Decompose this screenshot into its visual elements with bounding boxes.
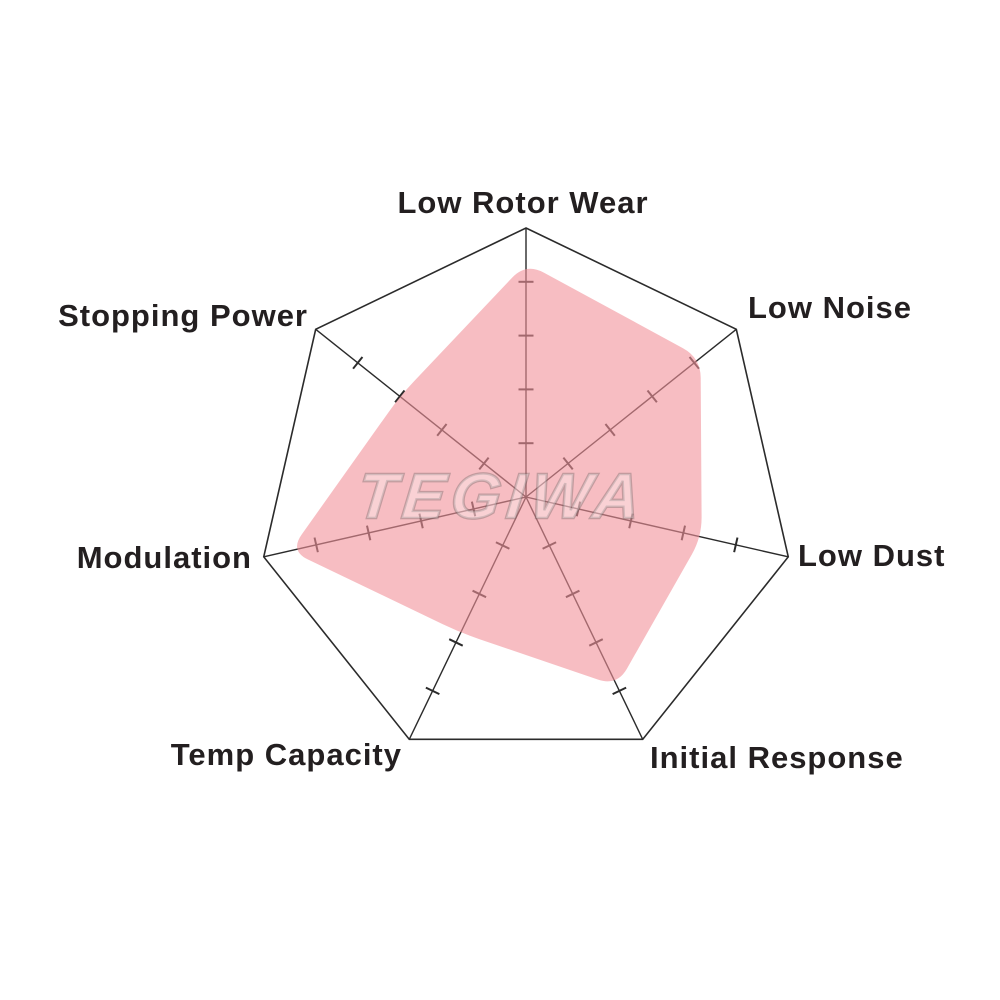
radar-grid-and-data — [262, 227, 790, 741]
axis-label-temp-capacity: Temp Capacity — [170, 737, 402, 772]
axis-label-low-dust: Low Dust — [798, 538, 946, 573]
axis-label-stopping-power: Stopping Power — [58, 298, 308, 333]
radar-tick — [425, 686, 440, 696]
axis-label-low-rotor-wear: Low Rotor Wear — [397, 185, 649, 220]
radar-tick — [448, 638, 464, 647]
axis-label-initial-response: Initial Response — [650, 740, 904, 775]
radar-outline — [262, 227, 790, 741]
radar-data-polygon — [297, 268, 702, 682]
radar-tick — [612, 686, 627, 696]
radar-tick — [394, 389, 406, 403]
radar-tick — [352, 356, 364, 370]
axis-label-modulation: Modulation — [76, 540, 252, 575]
tegiwa-watermark: TEGIWA — [354, 460, 650, 532]
axis-label-low-noise: Low Noise — [748, 290, 913, 325]
radar-tick — [733, 537, 739, 553]
